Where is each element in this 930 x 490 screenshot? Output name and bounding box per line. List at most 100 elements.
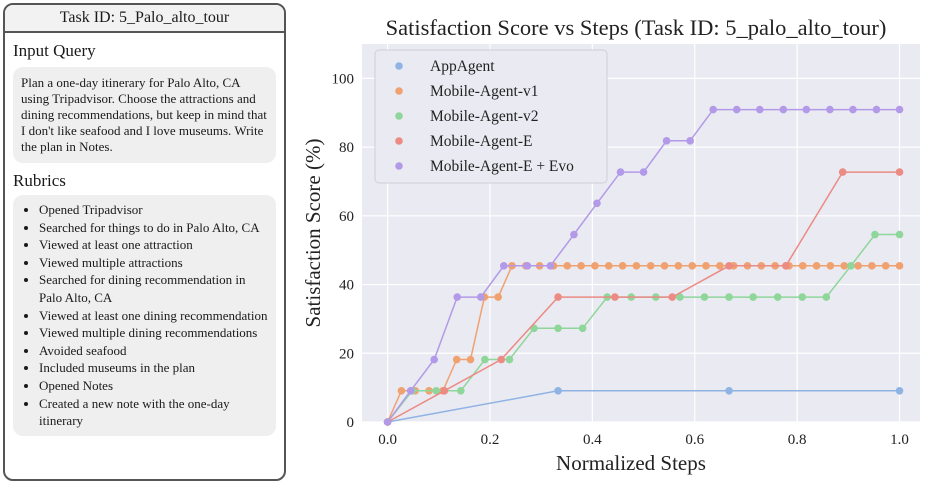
data-point [494,293,502,301]
data-point [802,105,811,114]
data-point [554,324,562,333]
series-line [387,390,900,423]
y-tick-label: 100 [332,71,355,87]
data-point [618,262,627,270]
data-point [611,293,619,301]
data-point [453,293,462,301]
data-point [616,168,625,176]
data-point [895,168,904,176]
data-point [604,262,613,270]
x-tick-label: 0.0 [378,432,397,448]
data-point [838,168,847,176]
data-point [725,293,733,301]
rubrics-title: Rubrics [13,171,66,190]
data-point [476,293,485,301]
legend-box [374,49,608,184]
y-tick-label: 40 [339,278,354,294]
data-point [500,262,508,270]
x-tick-label: 1.0 [890,432,909,448]
data-point [779,105,788,114]
data-point [591,262,599,270]
rubric-item: Opened Tripadvisor [39,201,270,219]
task-id-header: Task ID: 5_Palo_alto_tour [5,5,284,33]
data-point [849,105,857,114]
legend-marker [395,87,403,95]
data-point [716,262,724,270]
data-point [406,386,415,395]
y-tick-label: 60 [339,209,354,225]
data-point [570,230,578,239]
data-point [554,386,562,395]
rubrics-box: Opened TripadvisorSearched for things to… [13,195,276,436]
rubrics-list: Opened TripadvisorSearched for things to… [17,201,270,430]
data-point [895,386,904,395]
data-point [709,105,717,114]
data-point [782,262,790,270]
data-point [646,262,655,270]
legend-label: AppAgent [430,58,495,75]
data-point [523,262,532,270]
data-point [725,386,733,395]
data-point [895,105,904,114]
data-point [397,386,406,395]
data-point [798,262,807,270]
rubric-item: Viewed multiple attractions [39,254,270,272]
rubric-item: Opened Notes [39,377,270,395]
chart-title: Satisfaction Score vs Steps (Task ID: 5_… [386,15,887,40]
data-point [700,293,709,301]
data-point [440,386,449,395]
data-point [383,418,392,426]
data-point [593,199,601,208]
legend-marker [395,162,403,170]
rubric-item: Viewed at least one dining recommendatio… [39,307,270,325]
data-point [773,293,782,301]
data-point [798,293,807,301]
legend-label: Mobile-Agent-E [430,133,532,150]
data-point [497,355,506,364]
data-point [732,105,741,114]
data-point [847,262,855,270]
data-point [840,262,849,270]
task-panel: Task ID: 5_Palo_alto_tour Input Query Pl… [3,3,286,481]
data-point [812,262,821,270]
data-point [668,293,677,301]
data-point [662,137,671,145]
satisfaction-chart: 0.0 0.2 0.4 0.6 0.8 1.0 0 20 40 60 80 100 Satisfacti… [301,15,920,475]
legend-label: Mobile-Agent-v2 [430,108,538,125]
data-point [688,262,696,270]
y-tick-label: 20 [339,346,354,362]
data-point [725,262,733,270]
data-point [826,105,834,114]
legend-label: Mobile-Agent-E + Evo [430,158,574,175]
data-point [466,355,475,364]
data-point [632,262,641,270]
data-point [822,293,831,301]
data-point [881,262,890,270]
rubric-item: Searched for dining recommendation in Pa… [39,271,270,306]
data-point [749,293,757,301]
x-tick-label: 0.2 [481,432,500,448]
x-tick-label: 0.8 [788,432,807,448]
rubric-item: Created a new note with the one-day itin… [39,395,270,430]
x-tick-label: 0.4 [583,432,602,448]
input-query-text: Plan a one-day itinerary for Palo Alto, … [13,67,276,163]
data-point [895,230,904,239]
series-line [387,171,900,423]
legend-marker [395,112,403,120]
data-point [505,355,514,364]
rubric-item: Avoided seafood [39,342,270,360]
data-point [826,262,835,270]
input-query-title: Input Query [13,41,96,60]
data-point [563,262,572,270]
data-point [452,355,461,364]
data-point [432,386,441,395]
data-point [430,355,438,364]
data-point [481,355,489,364]
data-point [578,324,587,333]
data-point [686,137,694,145]
data-point [854,262,862,270]
y-tick-label: 80 [339,140,354,156]
rubric-item: Viewed multiple dining recommendations [39,324,270,342]
data-point [577,262,585,270]
data-point [660,262,669,270]
